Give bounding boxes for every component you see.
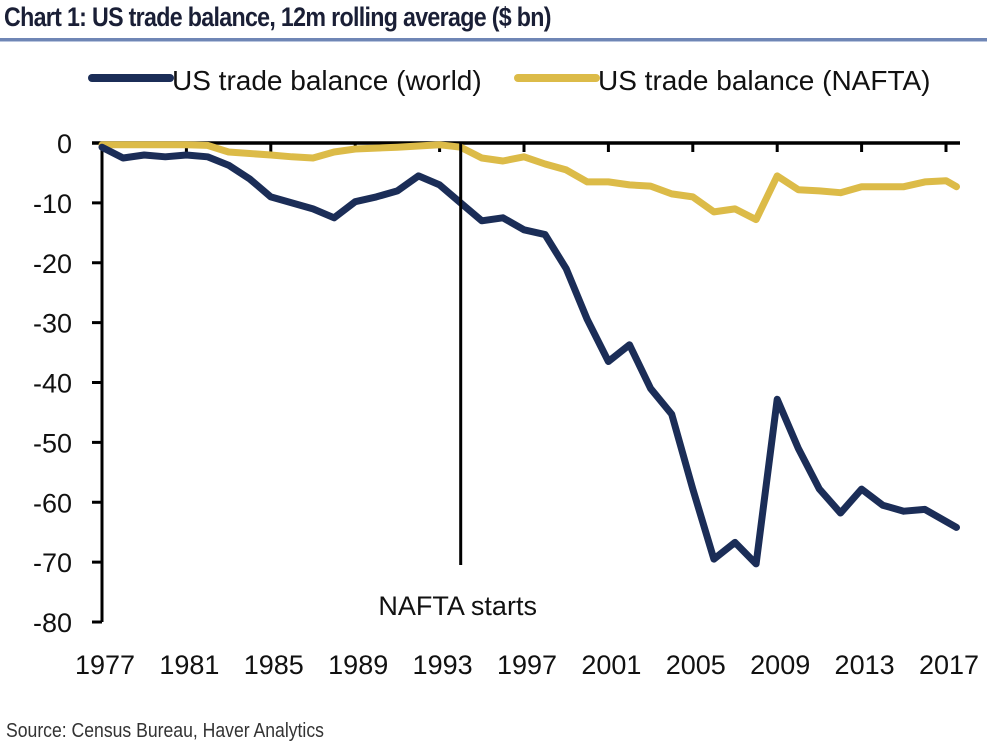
- x-tick-label: 2005: [666, 650, 726, 680]
- nafta-start-annotation: NAFTA starts: [378, 591, 537, 621]
- title-divider: [0, 38, 987, 42]
- y-tick-label: -40: [33, 369, 72, 399]
- x-tick-label: 2009: [750, 650, 810, 680]
- source-note: Source: Census Bureau, Haver Analytics: [6, 720, 324, 742]
- annotations: NAFTA starts: [378, 143, 537, 621]
- y-tick-label: -70: [33, 548, 72, 578]
- y-tick-label: -30: [33, 309, 72, 339]
- legend-label-nafta: US trade balance (NAFTA): [598, 65, 931, 96]
- x-tick-label: 1997: [497, 650, 557, 680]
- legend: US trade balance (world) US trade balanc…: [88, 65, 931, 96]
- y-tick-label: 0: [57, 129, 72, 159]
- legend-label-world: US trade balance (world): [172, 65, 482, 96]
- y-tick-label: -20: [33, 249, 72, 279]
- x-tick-label: 1989: [328, 650, 388, 680]
- x-tick-label: 2001: [581, 650, 641, 680]
- series-group: [98, 141, 960, 568]
- y-tick-label: -80: [33, 608, 72, 638]
- x-tick-label: 1993: [413, 650, 473, 680]
- chart-title: Chart 1: US trade balance, 12m rolling a…: [4, 2, 551, 32]
- y-tick-label: -50: [33, 428, 72, 458]
- series-line-world: [98, 143, 960, 568]
- x-tick-label: 1977: [75, 650, 135, 680]
- y-tick-label: -10: [33, 189, 72, 219]
- x-tick-label: 1985: [244, 650, 304, 680]
- x-tick-label: 2013: [835, 650, 895, 680]
- x-tick-label: 1981: [159, 650, 219, 680]
- series-line-nafta: [98, 141, 960, 224]
- x-tick-label: 2017: [919, 650, 979, 680]
- y-tick-label: -60: [33, 488, 72, 518]
